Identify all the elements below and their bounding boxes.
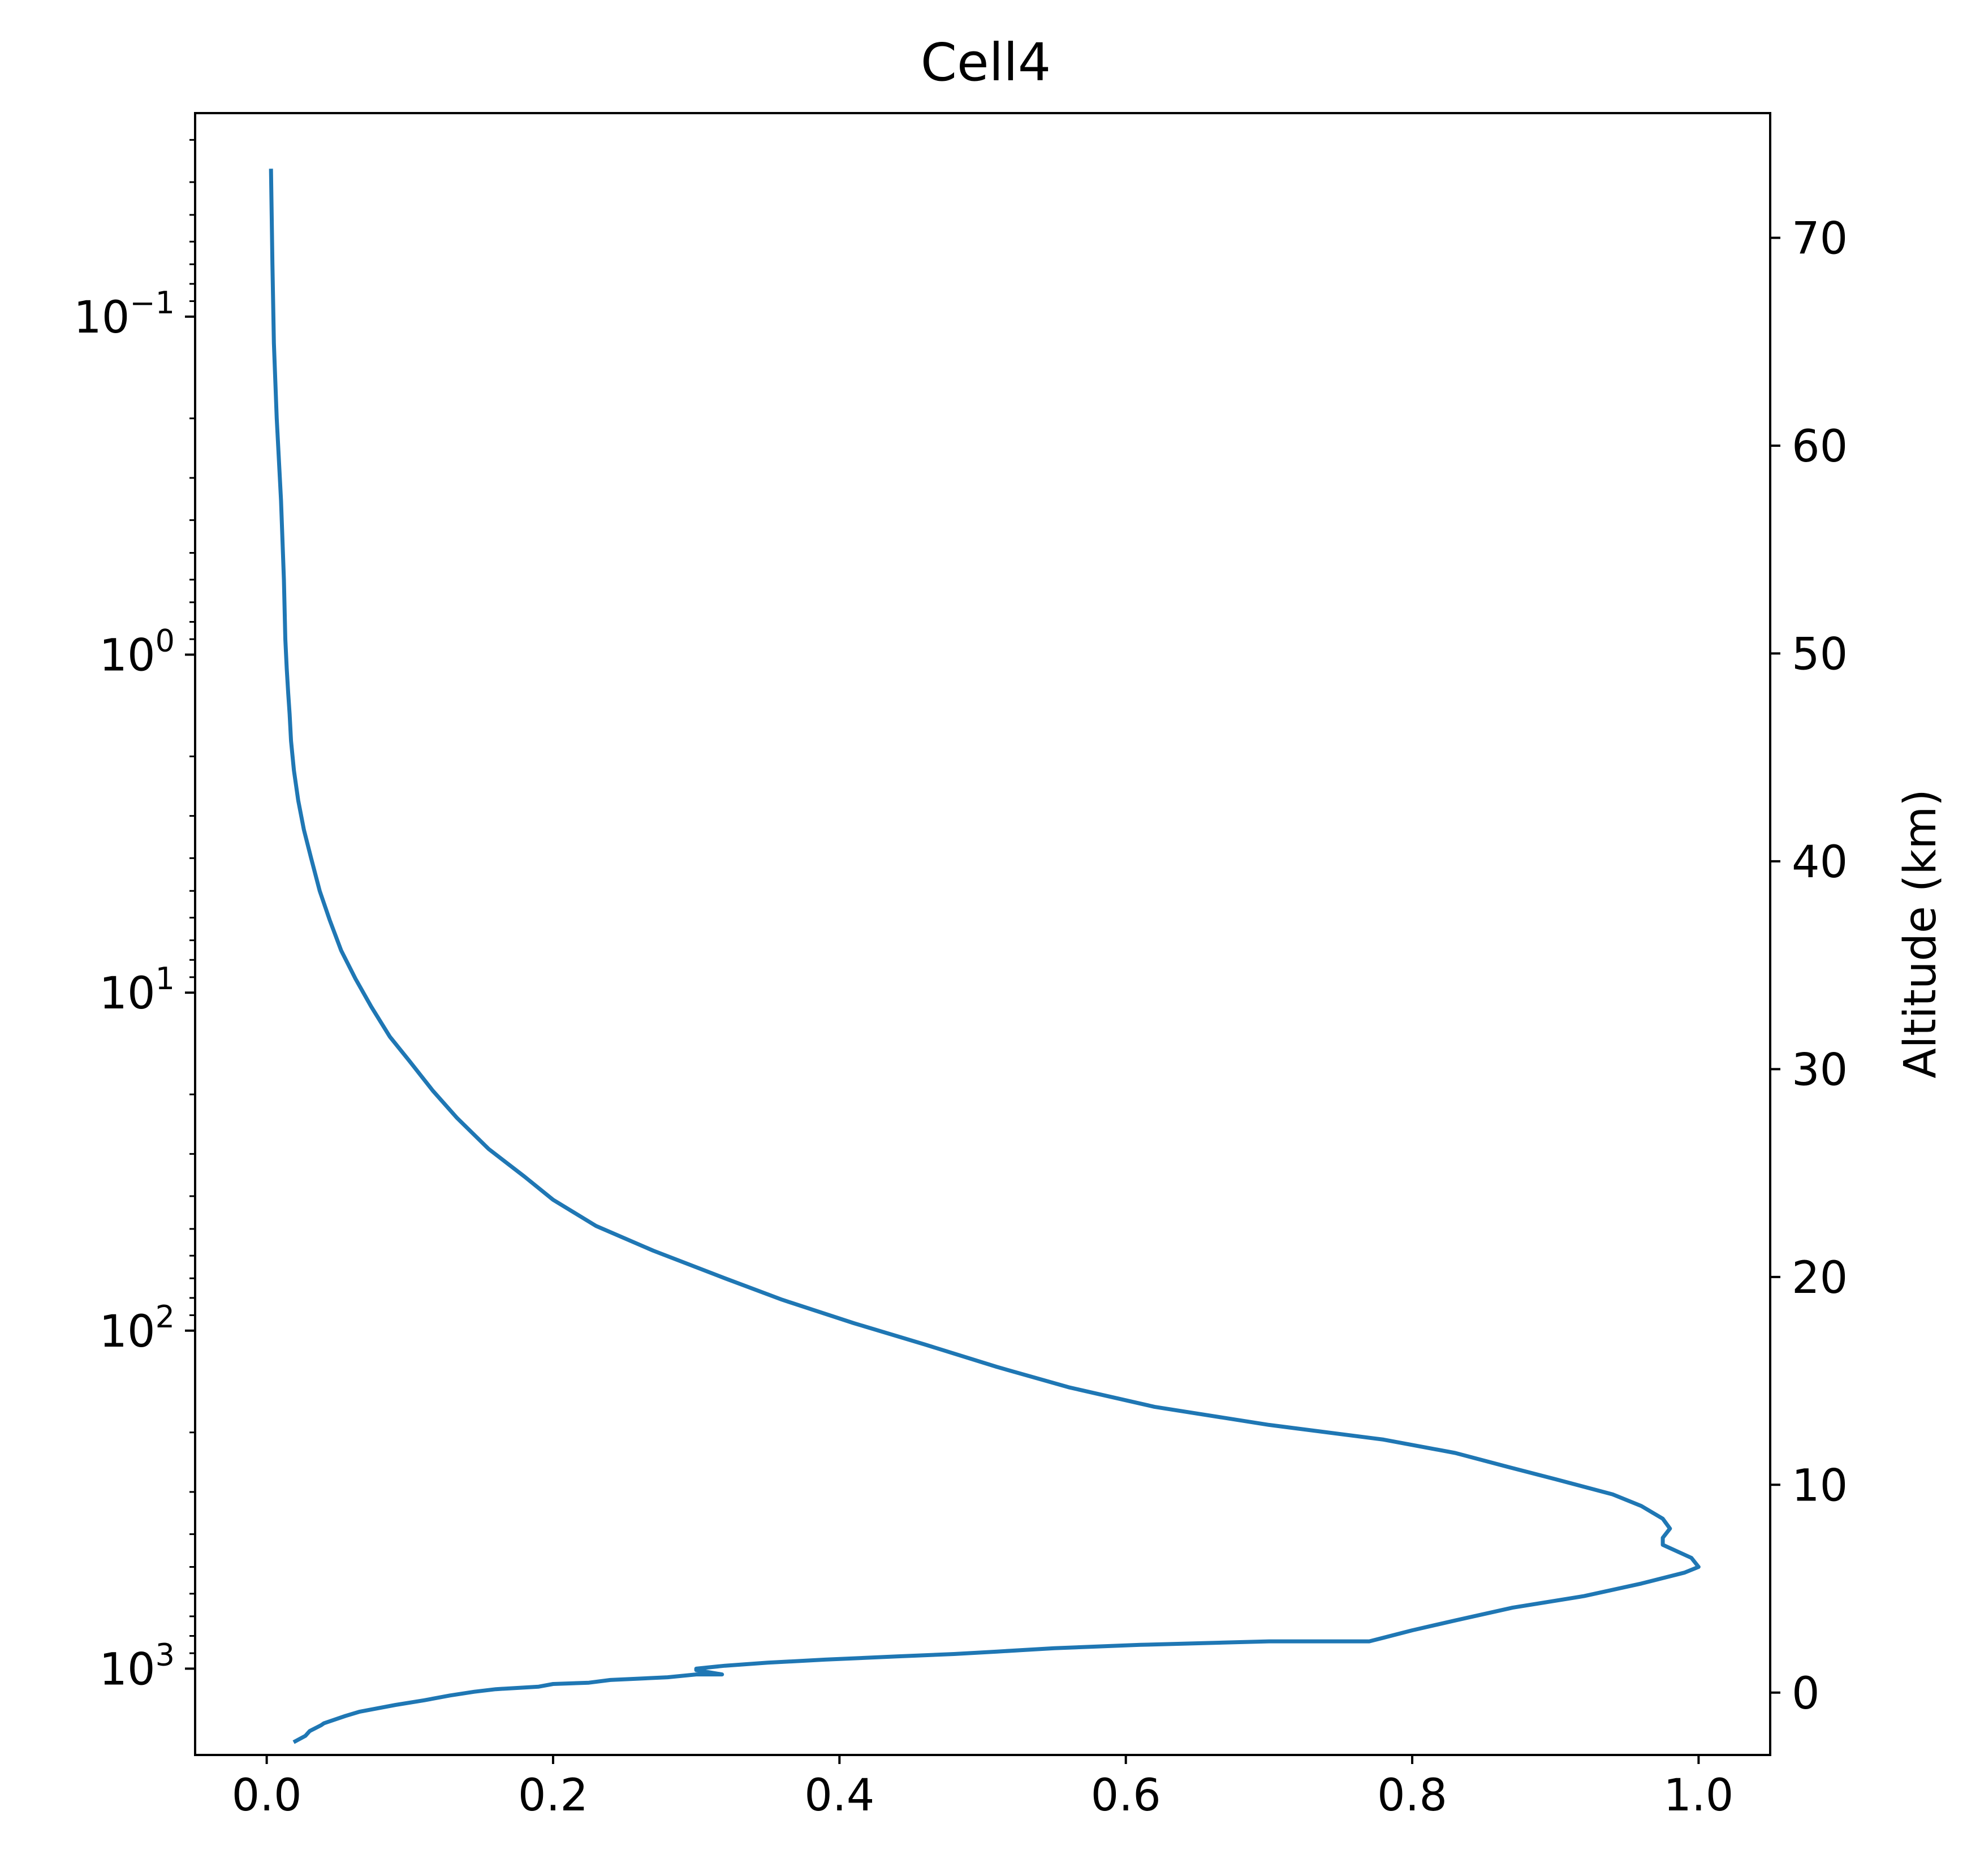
y-right-tick-label: 70 <box>1792 213 1848 264</box>
y-tick-base: 10 <box>99 968 155 1019</box>
y-right-tick-label: 30 <box>1792 1045 1848 1096</box>
y-right-tick-label: 50 <box>1792 629 1848 680</box>
x-axis: 0.0 0.2 0.4 0.6 0.8 1.0 <box>232 1755 1733 1821</box>
right-axis-label: Altitude (km) <box>1895 789 1946 1079</box>
y-tick-exponent: −1 <box>130 285 175 321</box>
y-right-tick-label: 10 <box>1792 1460 1848 1511</box>
y-axis-right: 0 10 20 30 40 50 60 70 <box>1770 213 1848 1719</box>
y-tick-label: 103 <box>99 1637 175 1695</box>
line-layer <box>269 169 1701 1744</box>
y-tick-exponent: 0 <box>156 623 175 658</box>
y-right-tick-label: 40 <box>1792 837 1848 888</box>
chart-title: Cell4 <box>921 32 1051 93</box>
x-tick-label: 0.0 <box>232 1770 302 1821</box>
y-tick-label: 10−1 <box>74 285 175 343</box>
y-right-tick-label: 0 <box>1792 1668 1820 1719</box>
x-tick-label: 0.4 <box>804 1770 874 1821</box>
y-tick-exponent: 3 <box>156 1637 175 1672</box>
y-tick-base: 10 <box>99 1306 155 1357</box>
x-tick-label: 0.6 <box>1091 1770 1161 1821</box>
series-line-0 <box>269 169 1701 1744</box>
y-tick-base: 10 <box>74 292 130 343</box>
plot-frame <box>194 112 1771 1756</box>
y-tick-exponent: 1 <box>156 961 175 997</box>
y-tick-label: 101 <box>99 961 175 1019</box>
y-tick-base: 10 <box>99 630 155 681</box>
x-tick-label: 0.8 <box>1377 1770 1447 1821</box>
y-tick-label: 100 <box>99 623 175 681</box>
y-tick-exponent: 2 <box>156 1299 175 1335</box>
y-right-tick-label: 20 <box>1792 1253 1848 1304</box>
y-right-tick-label: 60 <box>1792 421 1848 472</box>
x-tick-label: 0.2 <box>518 1770 588 1821</box>
y-tick-label: 102 <box>99 1299 175 1357</box>
y-tick-base: 10 <box>99 1644 155 1695</box>
x-tick-label: 1.0 <box>1663 1770 1733 1821</box>
